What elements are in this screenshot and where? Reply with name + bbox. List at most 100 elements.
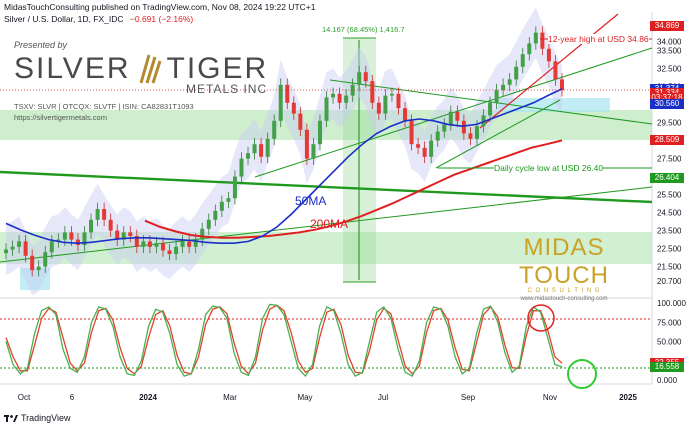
price-tag: 30.560 [650,98,684,109]
range-label: 14.167 (68.45%) 1,416.7 [322,25,405,34]
price-tick-label: 23.500 [657,227,682,236]
price-tick-label: 20.700 [657,277,682,286]
candle-body [455,111,460,121]
trendline-cycle [435,99,561,169]
symbol-title[interactable]: Silver / U.S. Dollar, 1D, FX_IDC [4,14,124,24]
candle-body [167,250,172,254]
stoch-k-line [5,303,563,378]
candle-body [141,241,146,247]
midas-brand-sub: C O N S U L T I N G [527,288,601,294]
candle-body [527,43,532,55]
candle-body [409,120,414,145]
price-tag: 28.509 [650,135,684,146]
candle-body [474,126,479,139]
candle-body [501,84,506,91]
footer-brand[interactable]: TradingView [21,413,71,423]
candle-body [102,209,107,220]
time-tick-label: Oct [18,393,31,402]
candle-body [285,84,290,103]
sponsor-url[interactable]: https://silvertigermetals.com [14,113,107,122]
candle-body [435,131,440,141]
time-tick-label: Mar [223,393,237,402]
candle-body [272,120,277,139]
support-band-lower [0,232,652,264]
candle-body [324,97,329,121]
price-tag: 03:37:18 [650,92,684,103]
price-tick-label: 25.500 [657,191,682,200]
trendline-red [479,13,619,129]
price-tick-label: 21.500 [657,263,682,272]
low-label: Daily cycle low at USD 26.40 [494,163,604,173]
candle-body [448,111,453,125]
candle-body [82,232,87,245]
time-tick-label: 6 [70,393,75,402]
highlight-zone-low [20,268,50,290]
candle-body [180,241,185,247]
volatility-channel [6,7,562,296]
candle-body [108,219,113,231]
stoch-tick-label: 100.000 [657,299,686,308]
candle-body [89,219,94,233]
trendline-rising-upper [254,47,653,178]
sponsor-subname: METALS INC [186,82,268,96]
candle-body [69,232,74,240]
candlestick-series [4,26,564,277]
candle-body [494,90,499,103]
stoch-high-circle [527,304,555,332]
candle-body [121,232,126,240]
tradingview-logo-icon [4,415,18,422]
stoch-tag: 16.558 [650,362,684,373]
ma200-label: 200MA [310,217,349,231]
high-label: 12-year high at USD 34.86 [548,34,649,44]
candle-body [49,241,54,253]
candle-body [187,241,192,247]
midas-brand-url[interactable]: www.midastouch-consulting.com [520,296,608,302]
time-tick-label: 2024 [139,393,157,402]
candle-body [232,176,237,199]
candle-body [370,81,375,103]
candle-body [337,93,342,103]
candle-body [36,266,41,271]
candle-body [540,32,545,49]
ma50-label: 50MA [295,194,327,208]
candle-body [62,232,67,240]
footer: TradingView [4,413,71,423]
price-tick-label: 22.500 [657,245,682,254]
candle-body [553,61,558,80]
midas-brand-name: MIDAS TOUCH [519,234,609,289]
candle-body [481,115,486,127]
candle-body [488,102,493,116]
price-tick-label: 34.000 [657,38,682,47]
candle-body [363,72,368,82]
stoch-tick-label: 0.000 [657,376,678,385]
trendline-rising-lower [0,186,653,263]
candle-body [213,210,218,220]
candle-body [226,198,231,202]
candle-body [10,246,15,250]
price-tick-label: 24.500 [657,209,682,218]
stoch-tick-label: 50.000 [657,338,682,347]
trendline-thick [0,170,653,204]
candle-body [17,241,22,247]
candle-body [520,54,525,67]
candle-body [461,120,466,134]
candle-body [174,246,179,254]
candle-body [252,144,257,154]
candle-body [403,108,408,121]
candle-body [533,32,538,44]
stoch-d-line [5,304,563,375]
candle-body [376,102,381,114]
candle-body [75,239,80,245]
time-tick-label: Sep [461,393,476,402]
candle-body [291,102,296,114]
candle-body [23,241,28,256]
candle-body [507,79,512,85]
price-change: −0.691 (−2.16%) [129,14,194,24]
sponsor-name-right: TIGER [166,52,269,85]
stoch-low-circle [567,359,597,389]
candle-body [422,147,427,157]
ma50-line [5,88,563,245]
midas-brand: MIDAS TOUCH C O N S U L T I N G www.mida… [476,234,652,302]
candle-body [239,158,244,177]
